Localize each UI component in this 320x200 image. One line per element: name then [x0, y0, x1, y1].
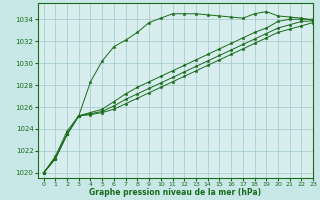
X-axis label: Graphe pression niveau de la mer (hPa): Graphe pression niveau de la mer (hPa): [89, 188, 261, 197]
